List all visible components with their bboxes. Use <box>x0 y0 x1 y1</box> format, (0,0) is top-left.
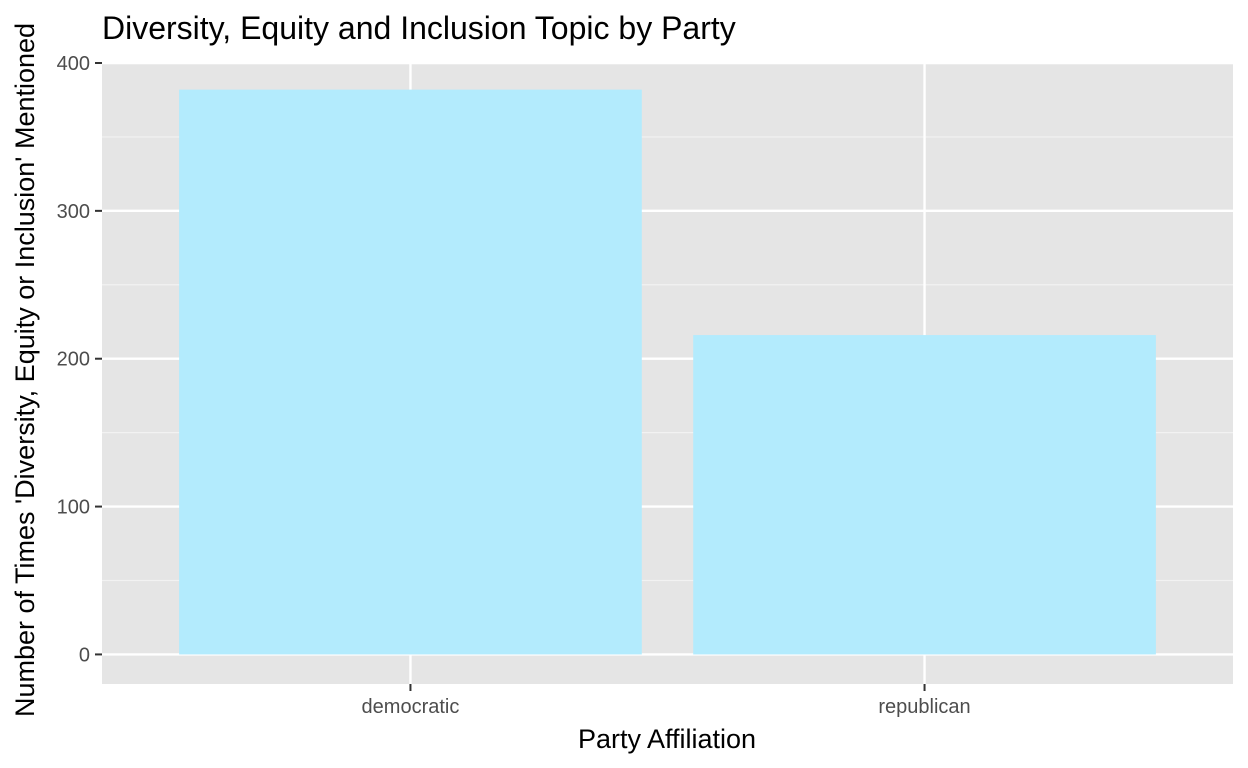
x-tick-label: republican <box>878 696 970 718</box>
chart-title: Diversity, Equity and Inclusion Topic by… <box>102 10 736 46</box>
bar-republican <box>693 335 1156 655</box>
y-tick-label: 300 <box>57 201 90 223</box>
x-axis-title: Party Affiliation <box>578 724 756 754</box>
y-tick-label: 200 <box>57 349 90 371</box>
bar-democratic <box>179 89 642 655</box>
tick-layer: 0 100 200 300 400 democratic republican <box>57 53 971 718</box>
x-tick-label: democratic <box>362 696 460 718</box>
y-axis-title: Number of Times 'Diversity, Equity or In… <box>10 23 40 717</box>
y-tick-label: 100 <box>57 497 90 519</box>
y-tick-label: 400 <box>57 53 90 75</box>
y-tick-label: 0 <box>79 644 90 666</box>
bar-layer <box>179 89 1156 655</box>
